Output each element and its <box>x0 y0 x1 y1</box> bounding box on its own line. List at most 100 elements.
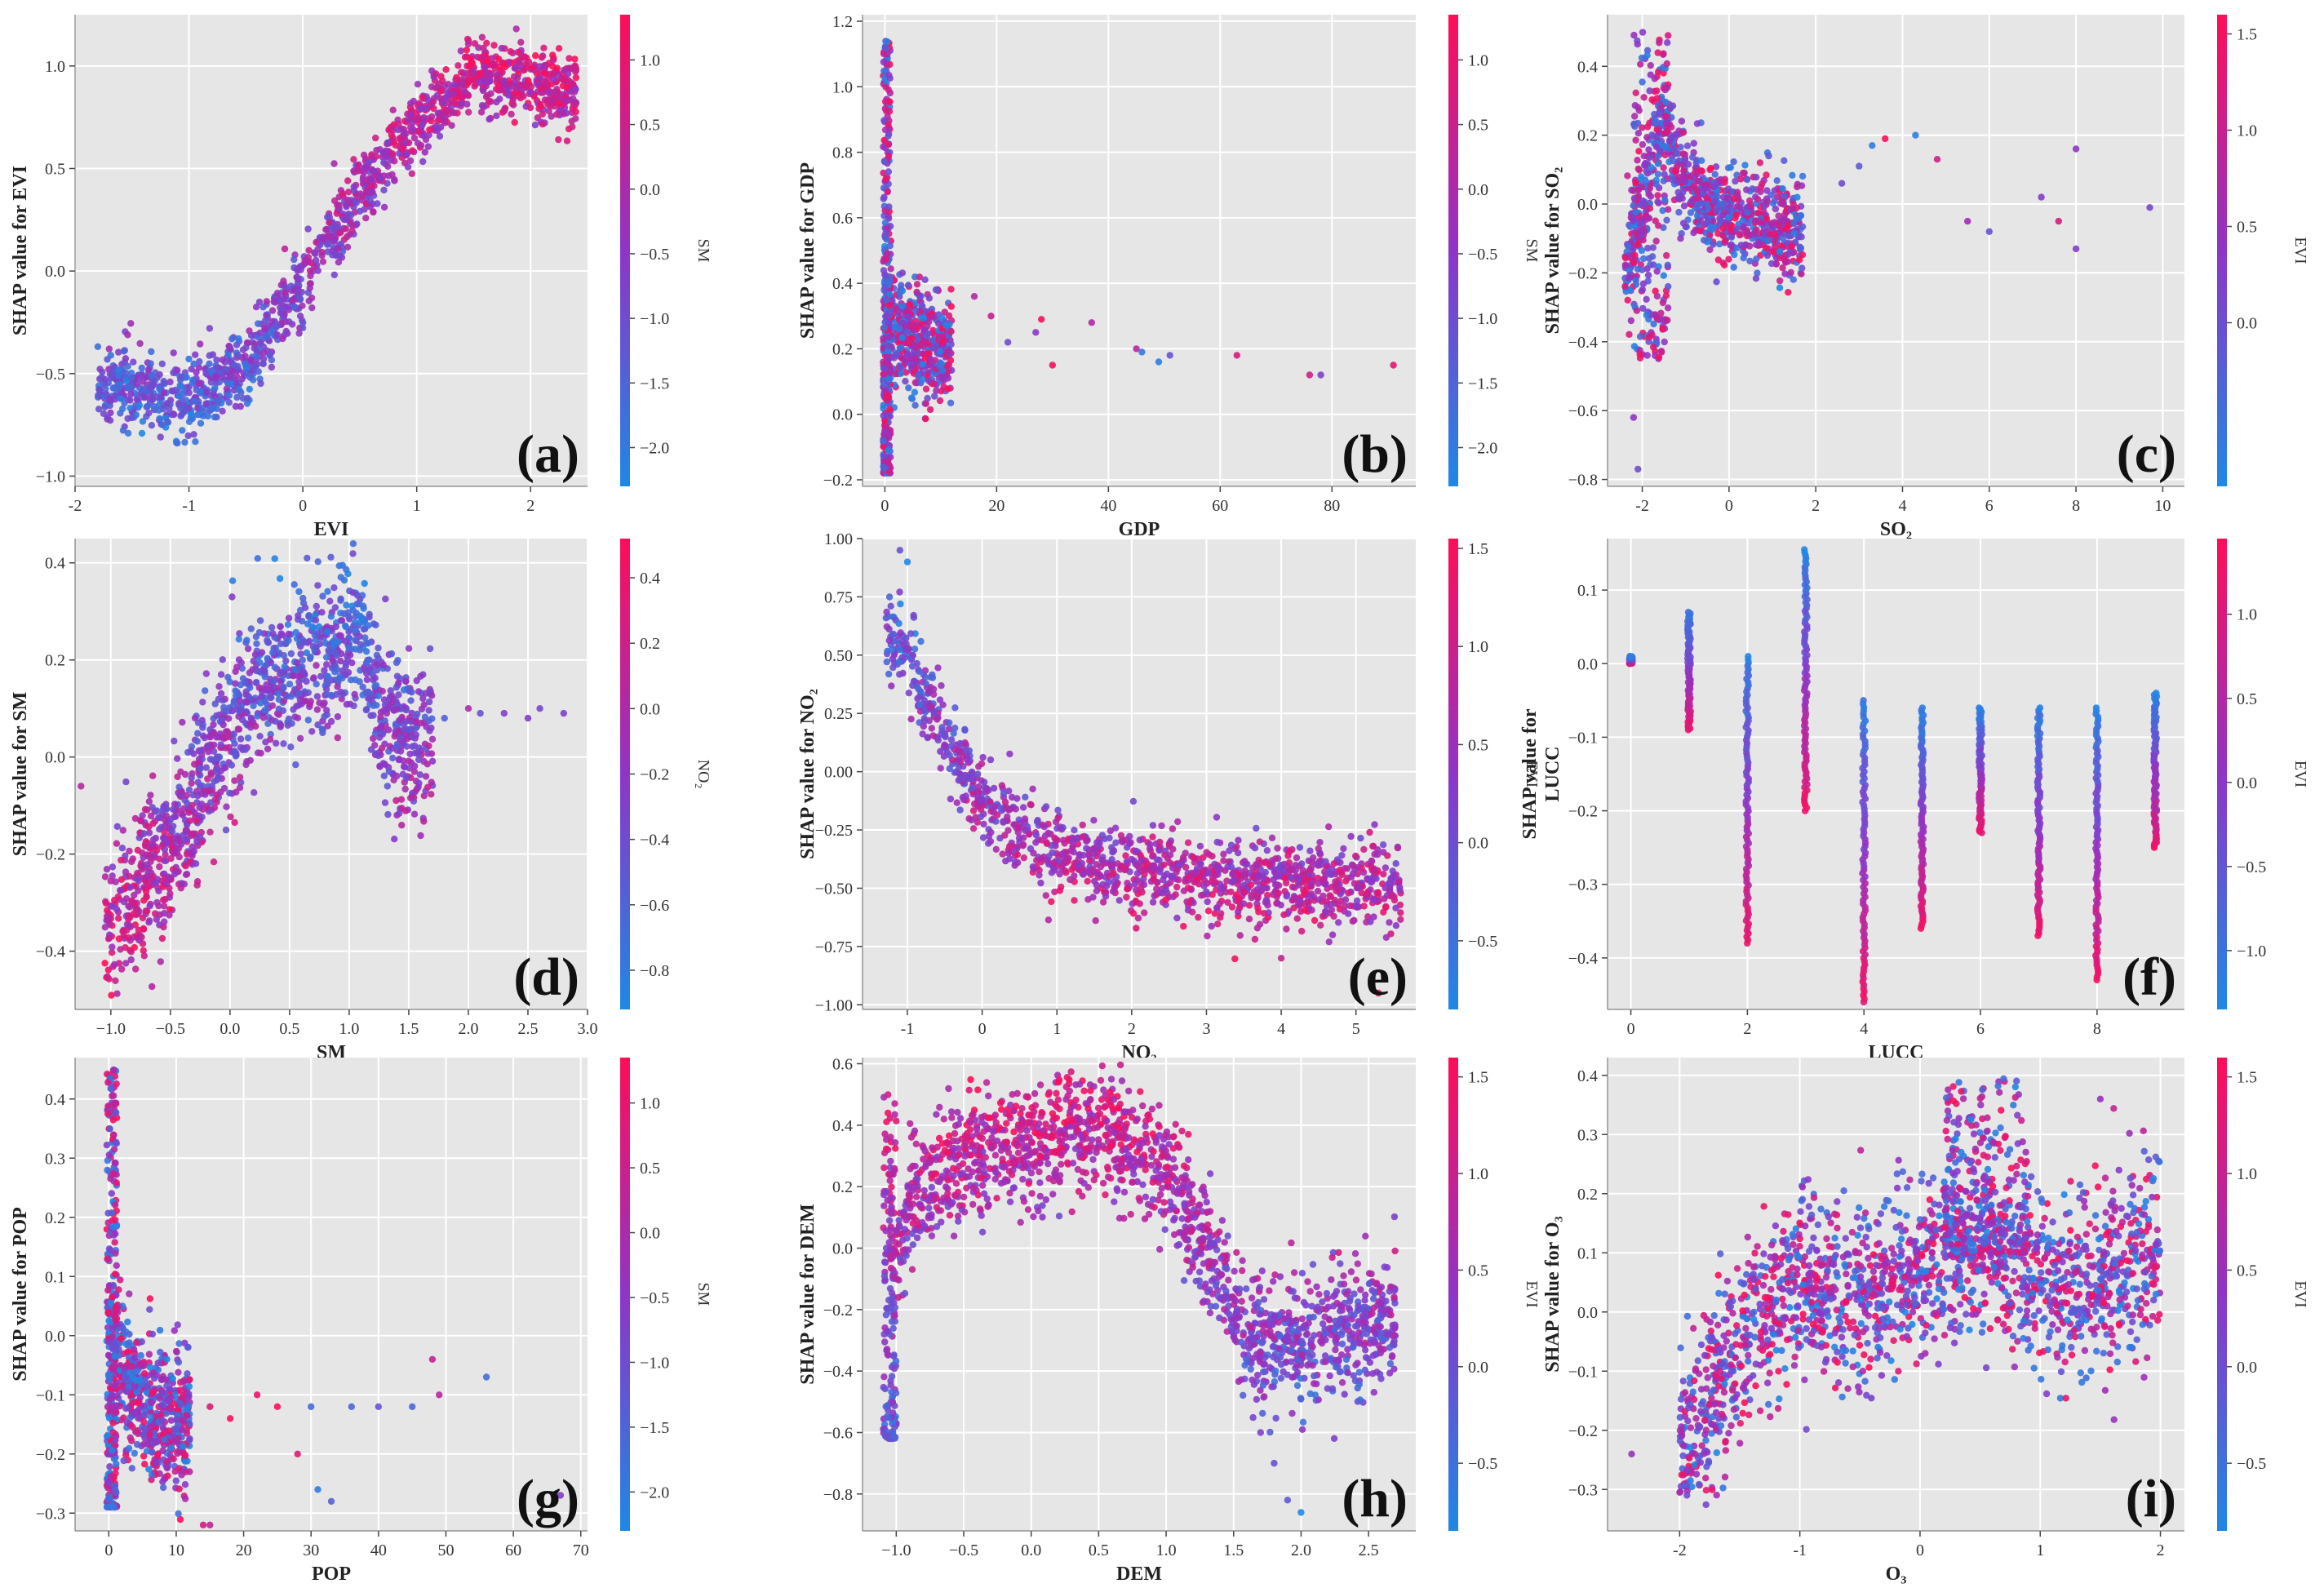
data-point <box>1654 152 1662 160</box>
data-point <box>425 707 432 714</box>
data-point <box>117 886 124 894</box>
data-point <box>224 351 232 359</box>
data-point <box>347 676 355 684</box>
data-point <box>145 823 153 831</box>
data-point <box>192 438 199 446</box>
data-point <box>335 202 343 209</box>
colorbar-tick-label: 0.0 <box>2237 314 2257 332</box>
data-point <box>401 763 409 771</box>
data-point <box>1088 319 1096 326</box>
data-point <box>459 82 468 89</box>
data-point <box>1697 167 1705 175</box>
data-point <box>913 288 920 296</box>
data-point <box>232 680 239 687</box>
data-point <box>296 313 304 320</box>
data-point <box>247 625 255 632</box>
data-point <box>197 801 206 808</box>
data-point <box>170 349 177 357</box>
data-point <box>1317 371 1324 379</box>
data-point <box>1760 202 1768 211</box>
data-point <box>313 681 320 688</box>
data-point <box>414 710 421 718</box>
data-point <box>1644 244 1652 252</box>
data-point <box>243 637 251 644</box>
data-point <box>1306 371 1314 379</box>
data-point <box>273 322 282 329</box>
data-point <box>357 190 364 197</box>
data-point <box>294 714 302 721</box>
data-point <box>1632 208 1640 216</box>
data-point <box>880 437 887 445</box>
data-point <box>1790 229 1798 237</box>
data-point <box>284 621 292 628</box>
data-point <box>122 355 130 362</box>
data-point <box>337 688 344 696</box>
x-tick-label: −1.0 <box>96 1020 126 1038</box>
data-point <box>1665 282 1672 291</box>
data-point <box>564 96 571 104</box>
data-point <box>538 54 546 61</box>
data-point <box>565 125 573 133</box>
data-point <box>96 388 104 395</box>
data-point <box>906 300 914 308</box>
data-point <box>179 427 186 434</box>
data-point <box>436 132 444 140</box>
data-point <box>1630 343 1639 350</box>
data-point <box>1639 286 1647 294</box>
data-point <box>1882 135 1889 143</box>
data-point <box>1638 246 1646 255</box>
data-point <box>372 621 379 629</box>
data-point <box>1631 113 1639 120</box>
data-point <box>332 223 339 230</box>
data-point <box>884 38 891 46</box>
data-point <box>1636 350 1643 358</box>
data-point <box>1797 244 1805 252</box>
data-point <box>344 196 351 204</box>
data-point <box>228 335 236 343</box>
data-point <box>139 378 146 385</box>
data-point <box>1634 41 1641 48</box>
data-point <box>1632 136 1639 144</box>
data-point <box>1639 304 1647 313</box>
data-point <box>1727 164 1734 171</box>
data-point <box>286 681 294 688</box>
data-point <box>307 653 314 661</box>
data-point <box>256 617 264 624</box>
data-point <box>880 412 887 419</box>
data-point <box>880 335 887 342</box>
data-point <box>1630 259 1638 267</box>
data-point <box>493 112 500 120</box>
data-point <box>1776 248 1784 255</box>
data-point <box>148 348 155 356</box>
data-point <box>264 745 272 752</box>
data-point <box>1636 333 1644 340</box>
y-tick-label: 0.5 <box>45 160 65 178</box>
data-point <box>400 725 407 734</box>
data-point <box>1643 265 1651 273</box>
data-point <box>880 464 888 471</box>
data-point <box>140 952 148 960</box>
x-tick-label: -2 <box>69 497 82 515</box>
data-point <box>1639 78 1646 86</box>
x-tick-label: 3.0 <box>578 1020 598 1038</box>
data-point <box>290 581 298 588</box>
data-point <box>927 362 935 370</box>
data-point <box>256 733 264 740</box>
data-point <box>147 792 154 799</box>
data-point <box>119 827 126 834</box>
data-point <box>313 602 320 610</box>
data-point <box>1693 120 1701 127</box>
data-point <box>1652 287 1659 295</box>
data-point <box>132 965 140 973</box>
data-point <box>1624 296 1631 304</box>
data-point <box>890 354 898 362</box>
data-point <box>290 672 297 680</box>
y-tick-label: 0.4 <box>45 555 65 573</box>
data-point <box>1652 143 1661 151</box>
data-point <box>1912 131 1919 139</box>
data-point <box>255 298 264 306</box>
data-point <box>1779 185 1786 193</box>
data-point <box>161 823 168 830</box>
data-point <box>1634 242 1642 249</box>
data-point <box>115 915 122 922</box>
